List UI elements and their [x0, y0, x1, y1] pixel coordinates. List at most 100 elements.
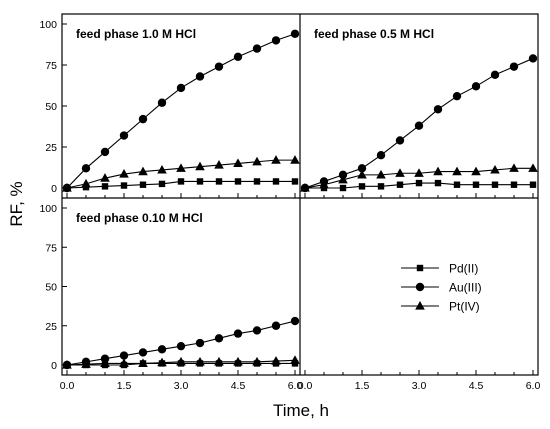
- legend-label: Pt(IV): [449, 300, 480, 314]
- data-point: [290, 355, 300, 364]
- data-point: [253, 178, 261, 185]
- data-point: [195, 72, 205, 81]
- data-point: [176, 356, 186, 366]
- legend-marker: [415, 282, 425, 292]
- data-point: [290, 155, 300, 164]
- data-point: [395, 136, 405, 145]
- data-point: [271, 321, 281, 330]
- data-point: [233, 158, 243, 167]
- y-axis-title: RF, %: [7, 181, 26, 226]
- x-tick-label: 3.0: [174, 380, 189, 392]
- x-tick-label: 0.0: [60, 380, 75, 392]
- legend: Pd(II) Au(III) Pt(IV): [401, 262, 482, 314]
- legend-marker: [416, 264, 424, 272]
- data-point: [139, 181, 147, 188]
- panel-3: feed phase 0.10 M HCl 0 25 50 75 100 0.0 1.5 3.0…: [39, 203, 302, 392]
- y-tick-label: 25: [45, 321, 57, 333]
- data-point: [376, 151, 386, 160]
- data-point: [62, 360, 72, 369]
- legend-label: Au(III): [449, 281, 482, 295]
- data-point: [138, 166, 148, 176]
- data-point: [509, 163, 519, 172]
- data-point: [176, 341, 186, 351]
- data-point: [215, 178, 223, 185]
- data-point: [491, 181, 499, 188]
- data-point: [434, 179, 442, 187]
- y-tick-label: 100: [39, 19, 57, 31]
- data-point: [100, 173, 110, 182]
- legend-item-Pd(II): Pd(II): [401, 262, 478, 276]
- legend-label: Pd(II): [449, 262, 478, 276]
- legend-item-Pt(IV): Pt(IV): [401, 300, 480, 314]
- data-point: [214, 356, 224, 366]
- data-point: [291, 178, 299, 185]
- panel-title: feed phase 0.5 M HCl: [314, 27, 434, 41]
- data-point: [272, 178, 280, 185]
- data-point: [100, 147, 110, 157]
- data-point: [233, 329, 243, 338]
- data-point: [453, 181, 461, 188]
- y-tick-label: 0: [51, 360, 57, 372]
- data-point: [177, 178, 185, 185]
- y-tick-label: 0: [51, 183, 57, 195]
- data-point: [101, 183, 109, 190]
- data-point: [452, 166, 462, 176]
- x-tick-label: 0.0: [298, 380, 313, 392]
- y-tick-label: 100: [39, 203, 57, 215]
- data-point: [157, 164, 167, 174]
- data-point: [338, 174, 348, 184]
- x-tick-label: 6.0: [288, 380, 303, 392]
- data-point: [395, 168, 405, 177]
- legend-marker: [415, 301, 425, 310]
- data-point: [233, 52, 243, 61]
- data-point: [196, 178, 204, 185]
- data-point: [195, 338, 205, 348]
- data-point: [377, 183, 385, 190]
- data-point: [176, 163, 186, 172]
- panel-title: feed phase 1.0 M HCl: [76, 27, 196, 41]
- y-tick-label: 25: [45, 142, 57, 154]
- data-point: [81, 359, 91, 368]
- x-tick-label: 6.0: [526, 380, 541, 392]
- data-point: [528, 163, 538, 172]
- data-point: [252, 44, 262, 53]
- data-point: [119, 351, 129, 360]
- data-point: [195, 356, 205, 366]
- data-point: [252, 156, 262, 166]
- series-Pt(IV): [300, 163, 538, 192]
- data-point: [62, 183, 72, 192]
- data-point: [414, 121, 424, 130]
- data-point: [252, 326, 262, 335]
- data-point: [138, 348, 148, 357]
- data-point: [529, 181, 537, 188]
- data-point: [415, 179, 423, 187]
- data-point: [271, 36, 281, 45]
- data-point: [471, 82, 481, 91]
- panel-2: feed phase 0.5 M HCl: [300, 27, 538, 198]
- data-point: [339, 184, 347, 192]
- y-tick-label: 75: [45, 242, 57, 254]
- data-point: [271, 356, 281, 365]
- x-tick-label: 3.0: [412, 380, 427, 392]
- data-point: [490, 164, 500, 174]
- data-point: [233, 356, 243, 366]
- data-point: [157, 98, 167, 107]
- x-tick-label: 4.5: [231, 380, 246, 392]
- y-tick-label: 75: [45, 60, 57, 72]
- data-point: [214, 334, 224, 343]
- data-point: [357, 169, 367, 179]
- data-point: [234, 178, 242, 185]
- data-point: [119, 131, 129, 140]
- data-point: [528, 54, 538, 63]
- data-point: [271, 155, 281, 164]
- panel-1: feed phase 1.0 M HCl 0 25 50 75 100: [39, 19, 300, 198]
- data-point: [472, 181, 480, 188]
- data-point: [138, 114, 148, 124]
- series-Pt(IV): [62, 155, 300, 192]
- data-point: [119, 169, 129, 178]
- data-point: [119, 358, 129, 368]
- panel-title: feed phase 0.10 M HCl: [76, 211, 203, 225]
- y-tick-label: 50: [45, 101, 57, 113]
- data-point: [195, 161, 205, 171]
